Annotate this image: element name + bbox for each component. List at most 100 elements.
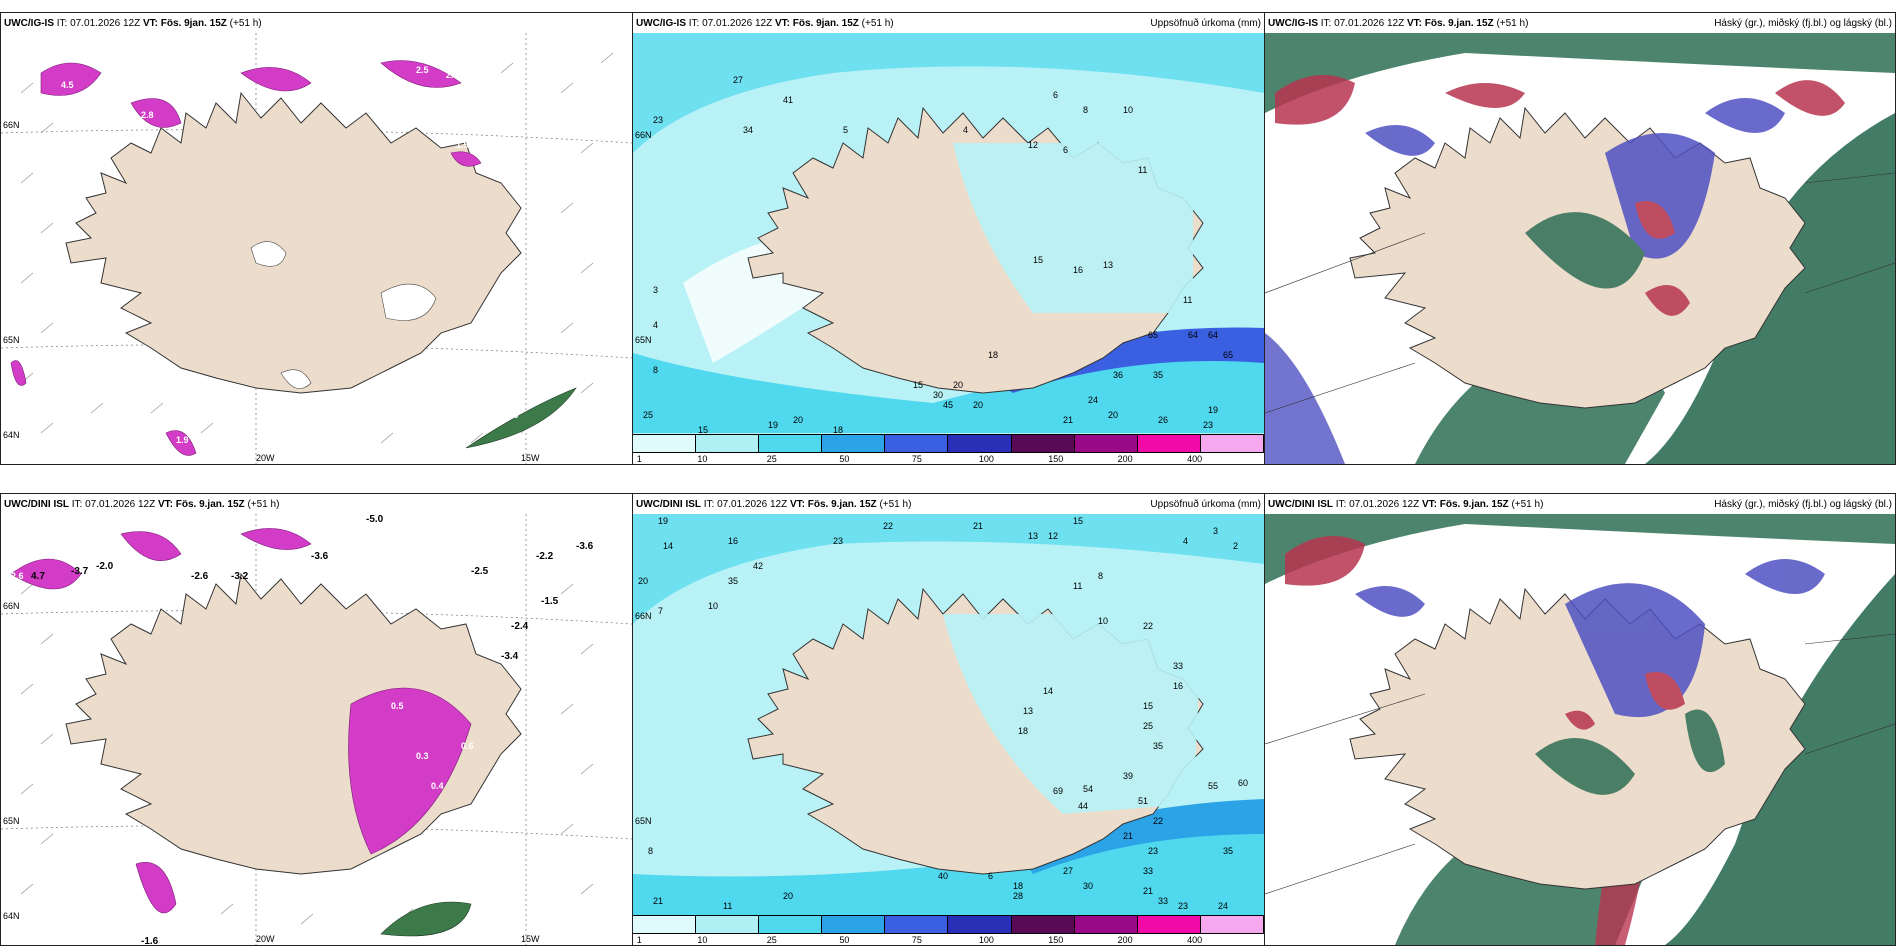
- legend-swatch: [1137, 435, 1201, 452]
- precip-label: 21: [1123, 831, 1133, 841]
- map-panel-top-right: UWC/IG-IS IT: 07.01.2026 12Z VT: Fös. 9.…: [1264, 12, 1896, 465]
- glaciers: [250, 241, 437, 389]
- precip-label: 65: [1148, 330, 1158, 340]
- precip-label: 18: [1013, 881, 1023, 891]
- temp-label: -2.2: [536, 551, 554, 562]
- legend-swatch: [885, 435, 949, 452]
- precip-label: 41: [783, 95, 793, 105]
- panel-header: UWC/DINI ISL IT: 07.01.2026 12Z VT: Fös.…: [1265, 494, 1895, 514]
- precip-label: 6: [1063, 145, 1068, 155]
- precip-label: 14: [1043, 686, 1053, 696]
- precip-label: 24: [1088, 395, 1098, 405]
- valid-time: Fös. 9.jan. 15Z: [807, 498, 877, 510]
- precip-label: 22: [1153, 816, 1163, 826]
- precip-label: 16: [1073, 265, 1083, 275]
- valid-label: VT:: [1406, 17, 1422, 29]
- valid-time: Fös. 9jan. 15Z: [792, 17, 859, 29]
- legend-swatch: [1200, 916, 1264, 933]
- precip-label: 8: [648, 846, 653, 856]
- temp-label: -1.6: [141, 936, 159, 945]
- legend-label: 1: [636, 454, 642, 464]
- precip-label: 20: [953, 380, 963, 390]
- precip-label: 69: [1053, 786, 1063, 796]
- precip-label: 7: [658, 606, 663, 616]
- lat-label: 64N: [3, 430, 20, 440]
- precip-label: 33: [1173, 661, 1183, 671]
- precip-label: 20: [973, 400, 983, 410]
- lat-label: 66N: [635, 130, 652, 140]
- lat-label: 66N: [3, 120, 20, 130]
- lon-label: 20W: [256, 453, 275, 463]
- cloud-cover-map: [1265, 514, 1895, 945]
- temp-label: 2.5: [416, 65, 429, 75]
- legend-swatch: [1074, 435, 1138, 452]
- legend-swatch: [822, 435, 886, 452]
- precip-label: 64: [1208, 330, 1218, 340]
- valid-time: Fös. 9.jan. 15Z: [1424, 17, 1494, 29]
- lead-time: (+51 h): [1511, 498, 1544, 510]
- temp-label: 1.9: [176, 435, 189, 445]
- legend-swatch: [633, 916, 697, 933]
- precip-legend-bar: [633, 915, 1264, 934]
- temp-label: -5.0: [366, 514, 384, 525]
- precip-label: 60: [1238, 778, 1248, 788]
- temp-label: 0.4: [431, 781, 444, 791]
- legend-label: 150: [1048, 454, 1064, 464]
- precip-label: 16: [728, 536, 738, 546]
- legend-label: 50: [839, 454, 850, 464]
- temp-label: -3.4: [501, 651, 519, 662]
- temp-label: 1.5: [456, 140, 469, 150]
- lon-label: 15W: [521, 934, 540, 944]
- lat-label: 66N: [635, 611, 652, 621]
- issue-time: IT: 07.01.2026 12Z: [56, 17, 141, 29]
- lon-label: 15W: [521, 453, 540, 463]
- precip-label: 13: [1103, 260, 1113, 270]
- valid-time: Fös. 9.jan. 15Z: [175, 498, 245, 510]
- precip-label: 45: [943, 400, 953, 410]
- precip-label: 18: [1018, 726, 1028, 736]
- precip-label: 10: [708, 601, 718, 611]
- precip-label: 15: [1143, 701, 1153, 711]
- temp-label: -3.7: [71, 566, 89, 577]
- precip-label: 15: [1033, 255, 1043, 265]
- temp-label: -3.6: [311, 551, 329, 562]
- precip-label: 8: [1098, 571, 1103, 581]
- precip-label: 15: [913, 380, 923, 390]
- legend-swatch: [696, 435, 760, 452]
- precip-legend: 1 10 25 50 75 100 150 200 400: [633, 434, 1264, 464]
- legend-swatch: [759, 435, 823, 452]
- precip-label: 22: [883, 521, 893, 531]
- temp-label: 0.5: [391, 701, 404, 711]
- precip-label: 44: [1078, 801, 1088, 811]
- legend-swatch: [696, 916, 760, 933]
- temp-label: 4.5: [61, 80, 74, 90]
- precip-label: 19: [768, 420, 778, 430]
- lat-label: 65N: [3, 335, 20, 345]
- lat-label: 66N: [3, 601, 20, 611]
- legend-swatch: [1074, 916, 1138, 933]
- model-name: UWC/DINI ISL: [4, 498, 69, 510]
- issue-time: IT: 07.01.2026 12Z: [1320, 17, 1405, 29]
- legend-label: 25: [766, 454, 777, 464]
- precip-label: 13: [1028, 531, 1038, 541]
- lat-label: 64N: [3, 911, 20, 921]
- panel-title: Háský (gr.), miðský (fj.bl.) og lágský (…: [1714, 17, 1892, 29]
- panel-title: Uppsöfnuð úrkoma (mm): [1150, 498, 1261, 510]
- temp-label: -2.5: [471, 566, 489, 577]
- map-panel-top-left: UWC/IG-IS IT: 07.01.2026 12Z VT: Fös. 9j…: [0, 12, 633, 465]
- precip-label: 8: [653, 365, 658, 375]
- precip-label: 36: [1113, 370, 1123, 380]
- valid-time: Fös. 9jan. 15Z: [160, 17, 227, 29]
- precip-label: 20: [783, 891, 793, 901]
- model-name: UWC/DINI ISL: [636, 498, 701, 510]
- temperature-shading: [10, 528, 472, 914]
- precip-label: 35: [1223, 846, 1233, 856]
- temperature-shading: [10, 60, 482, 456]
- legend-label: 200: [1117, 454, 1133, 464]
- precip-label: 20: [638, 576, 648, 586]
- cloud-layers: [1275, 75, 1845, 316]
- precip-label: 3: [653, 285, 658, 295]
- map-panel-top-middle: UWC/IG-IS IT: 07.01.2026 12Z VT: Fös. 9j…: [632, 12, 1265, 465]
- model-name: UWC/DINI ISL: [1268, 498, 1333, 510]
- region-borders: [1265, 172, 1895, 414]
